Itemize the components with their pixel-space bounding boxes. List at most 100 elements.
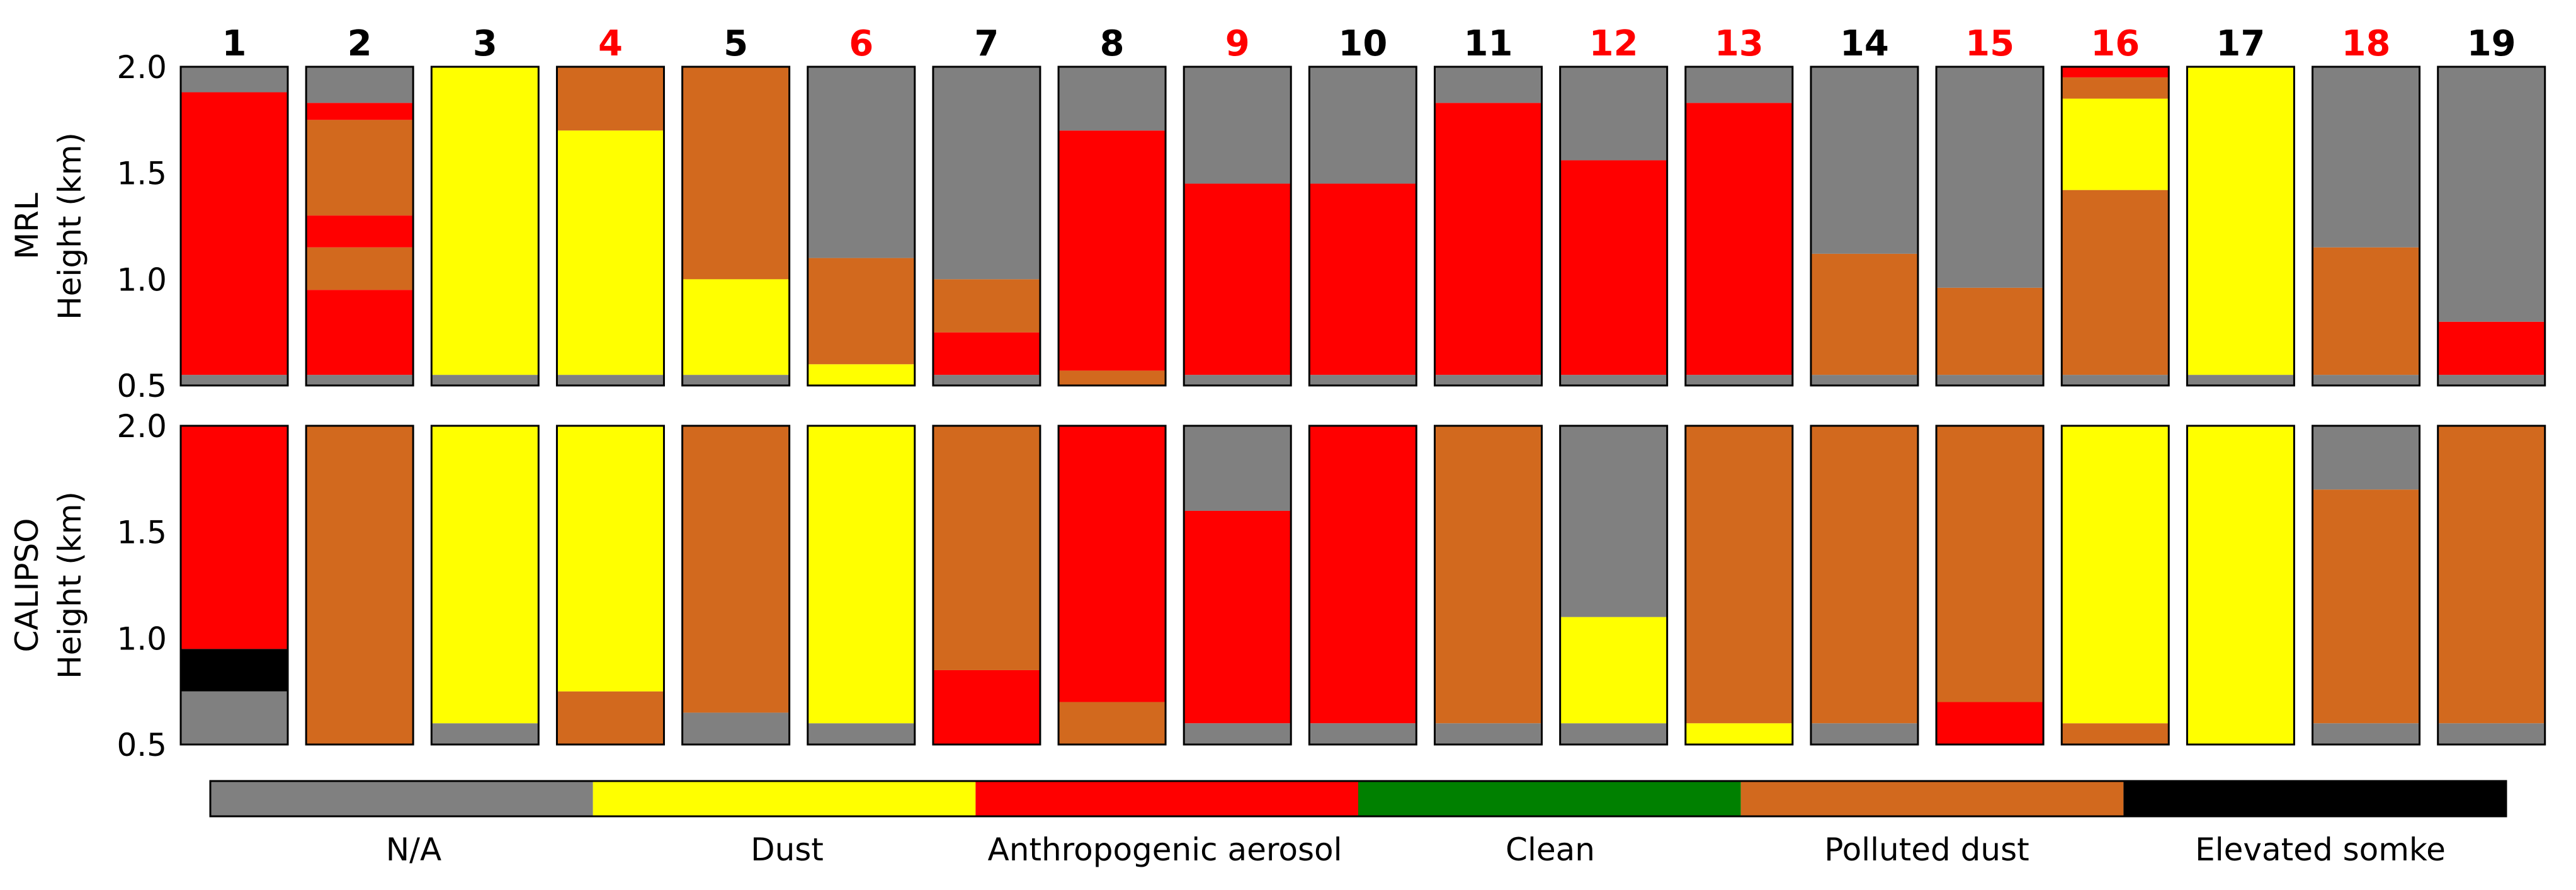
na-layer	[181, 375, 288, 385]
anthro-layer	[2437, 321, 2545, 375]
column-frame	[555, 66, 665, 387]
case-label: 5	[723, 23, 748, 64]
na-layer	[807, 67, 915, 258]
case-label: 11	[1464, 23, 1513, 64]
dust-layer	[2062, 98, 2169, 190]
profile-column-5	[681, 66, 791, 387]
anthro-layer	[1184, 510, 1291, 724]
na-layer	[2312, 67, 2420, 248]
legend-label: Clean	[1506, 831, 1595, 868]
column-frame	[305, 425, 414, 746]
y-tick-label: 0.5	[116, 368, 167, 404]
column-frame	[1935, 425, 2045, 746]
case-label: 16	[2091, 23, 2140, 64]
column-frame	[932, 425, 1041, 746]
polluted-layer	[2062, 723, 2169, 745]
polluted-layer	[1685, 426, 1793, 724]
dust-layer	[431, 67, 539, 375]
profile-column-9	[1183, 66, 1292, 387]
profile-column-4	[555, 425, 665, 746]
smoke-layer	[181, 649, 288, 692]
column-frame	[430, 66, 540, 387]
column-frame	[1684, 425, 1794, 746]
column-frame	[2060, 425, 2170, 746]
anthro-layer	[1309, 183, 1417, 375]
polluted-layer	[807, 258, 915, 365]
polluted-layer	[2062, 77, 2169, 99]
profile-column-13	[1684, 66, 1794, 387]
na-layer	[1560, 723, 1667, 745]
y-tick-label: 0.5	[116, 727, 167, 763]
na-layer	[1810, 375, 1918, 385]
column-frame	[1559, 66, 1669, 387]
profile-column-16	[2060, 66, 2170, 387]
column-frame	[1935, 66, 2045, 387]
legend-label: Elevated somke	[2195, 831, 2446, 868]
y-tick-label: 2.0	[116, 408, 167, 445]
column-frame	[681, 425, 791, 746]
na-layer	[1560, 67, 1667, 161]
profile-column-3	[430, 425, 540, 746]
profile-column-7	[932, 425, 1041, 746]
column-frame	[555, 425, 665, 746]
dust-layer	[682, 279, 790, 375]
na-layer	[306, 67, 414, 103]
polluted-layer	[557, 691, 664, 745]
profile-column-11	[1434, 425, 1543, 746]
anthro-layer	[1184, 183, 1291, 375]
na-layer	[682, 712, 790, 745]
dust-layer	[807, 364, 915, 385]
profile-column-2	[305, 66, 414, 387]
case-label: 18	[2342, 23, 2391, 64]
legend-label: N/A	[386, 831, 441, 868]
column-frame	[807, 425, 916, 746]
dust-layer	[557, 426, 664, 692]
na-layer	[431, 375, 539, 385]
na-layer	[1184, 375, 1291, 385]
na-layer	[1184, 67, 1291, 184]
na-layer	[807, 723, 915, 745]
column-frame	[1308, 66, 1417, 387]
anthro-layer	[933, 332, 1040, 375]
profile-column-1	[179, 66, 289, 387]
dust-layer	[1685, 723, 1793, 745]
profile-column-14	[1810, 66, 1919, 387]
column-frame	[1183, 66, 1292, 387]
anthro-layer	[181, 92, 288, 375]
case-label: 3	[473, 23, 497, 64]
na-layer	[1434, 67, 1542, 103]
y-tick-label: 1.5	[116, 156, 167, 192]
column-frame	[1684, 66, 1794, 387]
legend-swatch-clean	[1358, 781, 1741, 816]
profile-column-4	[555, 66, 665, 387]
anthro-layer	[1434, 103, 1542, 375]
profile-column-7	[932, 66, 1041, 387]
na-layer	[1058, 67, 1166, 131]
na-layer	[2187, 375, 2295, 385]
profile-column-13	[1684, 425, 1794, 746]
anthro-layer	[1058, 426, 1166, 702]
anthro-layer	[1309, 426, 1417, 724]
column-frame	[1308, 425, 1417, 746]
profile-column-17	[2186, 66, 2295, 387]
na-layer	[1936, 67, 2044, 288]
column-frame	[1183, 425, 1292, 746]
column-frame	[681, 66, 791, 387]
legend-swatch-anthro	[975, 781, 1358, 816]
dust-layer	[807, 426, 915, 724]
column-frame	[2437, 425, 2546, 746]
dust-layer	[431, 426, 539, 724]
polluted-layer	[2062, 190, 2169, 375]
polluted-layer	[1936, 426, 2044, 702]
y-axis-label: MRL	[9, 193, 45, 260]
profile-column-2	[305, 425, 414, 746]
case-label: 15	[1965, 23, 2014, 64]
na-layer	[1309, 375, 1417, 385]
y-axis-label: Height (km)	[52, 132, 88, 320]
case-label: 1	[222, 23, 247, 64]
y-tick-label: 1.0	[116, 261, 167, 298]
profile-column-6	[807, 425, 916, 746]
legend-label: Dust	[751, 831, 824, 868]
legend-bar-frame	[209, 780, 2507, 818]
